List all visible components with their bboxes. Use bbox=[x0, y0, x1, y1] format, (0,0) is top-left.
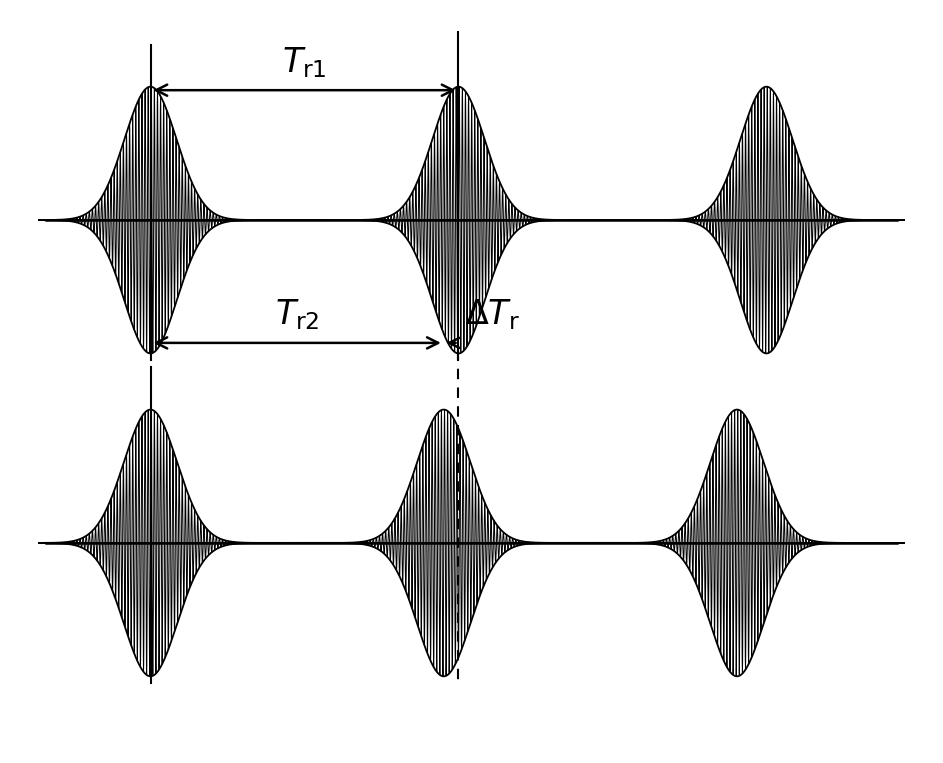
Text: $\Delta T_{\mathrm{r}}$: $\Delta T_{\mathrm{r}}$ bbox=[466, 298, 521, 333]
Text: $T_{\mathrm{r2}}$: $T_{\mathrm{r2}}$ bbox=[274, 298, 320, 333]
Text: $T_{\mathrm{r1}}$: $T_{\mathrm{r1}}$ bbox=[282, 45, 327, 79]
